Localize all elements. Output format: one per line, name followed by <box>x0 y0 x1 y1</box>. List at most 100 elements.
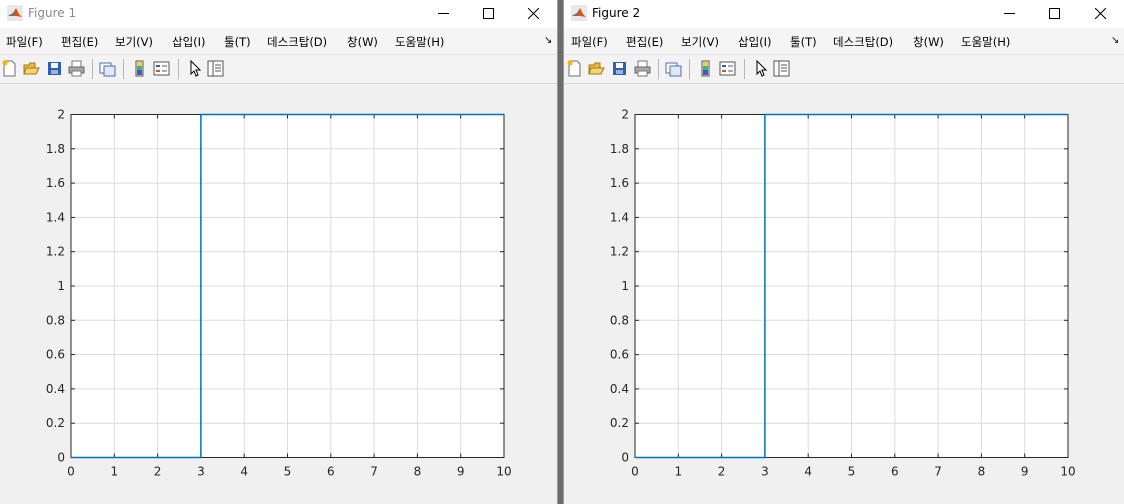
print-icon[interactable] <box>634 60 651 77</box>
maximize-icon <box>1049 8 1060 19</box>
property-inspector-icon[interactable] <box>207 60 224 77</box>
link-plot-icon[interactable] <box>665 60 682 77</box>
menu-window[interactable]: 창(W) <box>913 35 944 49</box>
y-tick-label: 0.2 <box>610 416 629 430</box>
menu-window[interactable]: 창(W) <box>347 35 378 49</box>
menu-tools[interactable]: 툴(T) <box>790 35 817 49</box>
menu-bar: 파일(F) 편집(E) 보기(V) 삽입(I) 툴(T) 데스크탑(D) 창(W… <box>564 28 1124 54</box>
series-line <box>71 113 504 459</box>
x-tick-label: 10 <box>496 465 511 479</box>
toolbar-separator <box>744 59 745 79</box>
y-tick-label: 1.6 <box>610 176 629 190</box>
toolbar-separator <box>689 59 690 79</box>
open-icon[interactable] <box>588 60 605 77</box>
edit-plot-icon[interactable] <box>186 60 203 77</box>
menu-insert[interactable]: 삽입(I) <box>738 35 772 49</box>
minimize-icon <box>1004 13 1015 14</box>
print-icon[interactable] <box>68 60 85 77</box>
x-tick-label: 9 <box>1021 465 1029 479</box>
plot-area[interactable]: 0 1 2 3 4 5 6 7 8 9 10 0 0.2 0.4 0.6 0.8 1 1.2 1.4 1.6 1.8 2 <box>0 83 557 504</box>
menu-help[interactable]: 도움말(H) <box>961 35 1011 49</box>
menu-tools[interactable]: 툴(T) <box>224 35 251 49</box>
y-tick-label: 1.8 <box>610 142 629 156</box>
menu-overflow-icon[interactable]: ↘ <box>544 35 553 46</box>
figure-toolbar <box>0 54 557 84</box>
close-icon <box>528 8 539 19</box>
matlab-icon <box>571 5 587 21</box>
menu-desktop[interactable]: 데스크탑(D) <box>833 35 894 49</box>
toolbar-separator <box>658 59 659 79</box>
window-title: Figure 2 <box>592 6 641 20</box>
y-tick-label: 1.2 <box>610 245 629 259</box>
menu-help[interactable]: 도움말(H) <box>395 35 445 49</box>
maximize-button[interactable] <box>1032 0 1077 28</box>
minimize-button[interactable] <box>987 0 1032 28</box>
window-title: Figure 1 <box>28 6 77 20</box>
y-tick-label: 0.8 <box>46 313 65 327</box>
save-icon[interactable] <box>611 60 628 77</box>
y-tick-label: 1.4 <box>610 210 629 224</box>
y-tick-label: 0.6 <box>610 348 629 362</box>
menu-desktop[interactable]: 데스크탑(D) <box>267 35 328 49</box>
plot-area[interactable]: 0 1 2 3 4 5 6 7 8 9 10 0 0.2 0.4 0.6 0.8 1 1.2 1.4 1.6 1.8 2 <box>564 83 1124 504</box>
legend-icon[interactable] <box>719 60 736 77</box>
open-icon[interactable] <box>23 60 40 77</box>
y-tick-label: 0.6 <box>46 348 65 362</box>
close-button[interactable] <box>511 0 556 28</box>
title-bar[interactable]: Figure 1 <box>0 0 557 28</box>
menu-edit[interactable]: 편집(E) <box>61 35 99 49</box>
menu-file[interactable]: 파일(F) <box>571 35 608 49</box>
menu-insert[interactable]: 삽입(I) <box>172 35 206 49</box>
property-inspector-icon[interactable] <box>773 60 790 77</box>
x-tick-label: 4 <box>804 465 812 479</box>
maximize-icon <box>483 8 494 19</box>
close-button[interactable] <box>1078 0 1123 28</box>
y-tick-label: 2 <box>57 108 65 122</box>
y-tick-label: 0.4 <box>610 382 629 396</box>
x-tick-label: 2 <box>154 465 162 479</box>
menu-file[interactable]: 파일(F) <box>6 35 43 49</box>
x-tick-label: 6 <box>327 465 335 479</box>
y-tick-label: 1.6 <box>46 176 65 190</box>
menu-overflow-icon[interactable]: ↘ <box>1111 35 1120 46</box>
y-tick-label: 1.4 <box>46 210 65 224</box>
y-tick-label: 1 <box>621 279 629 293</box>
edit-plot-icon[interactable] <box>752 60 769 77</box>
x-tick-label: 1 <box>674 465 682 479</box>
menu-edit[interactable]: 편집(E) <box>626 35 664 49</box>
x-tick-label: 1 <box>110 465 118 479</box>
new-figure-icon[interactable] <box>1 60 18 77</box>
minimize-button[interactable] <box>421 0 466 28</box>
colorbar-icon[interactable] <box>131 60 148 77</box>
colorbar-icon[interactable] <box>697 60 714 77</box>
x-tick-label: 7 <box>370 465 378 479</box>
toolbar-separator <box>123 59 124 79</box>
save-icon[interactable] <box>46 60 63 77</box>
x-tick-label: 6 <box>891 465 899 479</box>
figure-window-1: Figure 1 파일(F) 편집(E) 보기(V) 삽입(I) 툴(T) 데스… <box>0 0 558 504</box>
x-tick-label: 9 <box>457 465 465 479</box>
link-plot-icon[interactable] <box>99 60 116 77</box>
y-tick-label: 1 <box>57 279 65 293</box>
new-figure-icon[interactable] <box>566 60 583 77</box>
minimize-icon <box>438 13 449 14</box>
y-tick-label: 0.8 <box>610 313 629 327</box>
x-tick-label: 5 <box>848 465 856 479</box>
legend-icon[interactable] <box>153 60 170 77</box>
menu-view[interactable]: 보기(V) <box>115 35 153 49</box>
close-icon <box>1095 8 1106 19</box>
title-bar[interactable]: Figure 2 <box>564 0 1124 28</box>
x-tick-label: 0 <box>631 465 639 479</box>
x-tick-label: 8 <box>414 465 422 479</box>
y-tick-label: 0.2 <box>46 416 65 430</box>
x-tick-label: 8 <box>978 465 986 479</box>
y-tick-label: 2 <box>621 108 629 122</box>
matlab-icon <box>7 5 23 21</box>
menu-view[interactable]: 보기(V) <box>681 35 719 49</box>
menu-bar: 파일(F) 편집(E) 보기(V) 삽입(I) 툴(T) 데스크탑(D) 창(W… <box>0 28 557 54</box>
y-tick-label: 0.4 <box>46 382 65 396</box>
x-tick-label: 5 <box>284 465 292 479</box>
figure-toolbar <box>564 54 1124 84</box>
maximize-button[interactable] <box>466 0 511 28</box>
series-line <box>635 113 1068 459</box>
